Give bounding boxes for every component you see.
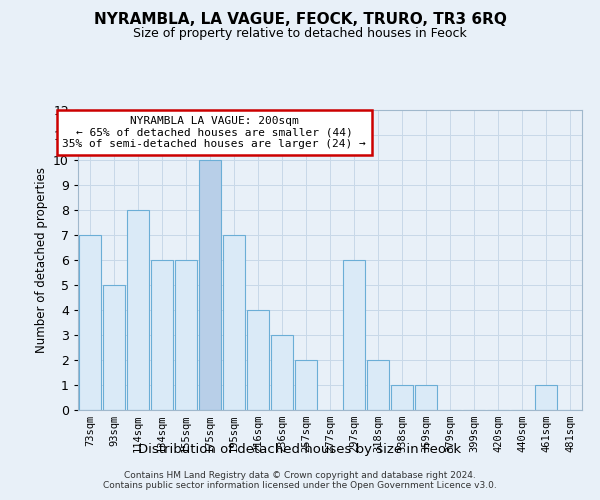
Bar bbox=[343, 260, 365, 410]
Bar bbox=[103, 285, 125, 410]
Bar bbox=[295, 360, 317, 410]
Bar bbox=[127, 210, 149, 410]
Bar bbox=[199, 160, 221, 410]
Bar bbox=[391, 385, 413, 410]
Bar bbox=[247, 310, 269, 410]
Bar bbox=[271, 335, 293, 410]
Y-axis label: Number of detached properties: Number of detached properties bbox=[35, 167, 47, 353]
Bar bbox=[175, 260, 197, 410]
Bar bbox=[535, 385, 557, 410]
Bar bbox=[415, 385, 437, 410]
Text: NYRAMBLA, LA VAGUE, FEOCK, TRURO, TR3 6RQ: NYRAMBLA, LA VAGUE, FEOCK, TRURO, TR3 6R… bbox=[94, 12, 506, 28]
Text: Size of property relative to detached houses in Feock: Size of property relative to detached ho… bbox=[133, 28, 467, 40]
Text: Distribution of detached houses by size in Feock: Distribution of detached houses by size … bbox=[139, 442, 461, 456]
Bar bbox=[79, 235, 101, 410]
Text: Contains HM Land Registry data © Crown copyright and database right 2024.
Contai: Contains HM Land Registry data © Crown c… bbox=[103, 470, 497, 490]
Text: NYRAMBLA LA VAGUE: 200sqm
← 65% of detached houses are smaller (44)
35% of semi-: NYRAMBLA LA VAGUE: 200sqm ← 65% of detac… bbox=[62, 116, 366, 149]
Bar bbox=[367, 360, 389, 410]
Bar bbox=[223, 235, 245, 410]
Bar bbox=[151, 260, 173, 410]
